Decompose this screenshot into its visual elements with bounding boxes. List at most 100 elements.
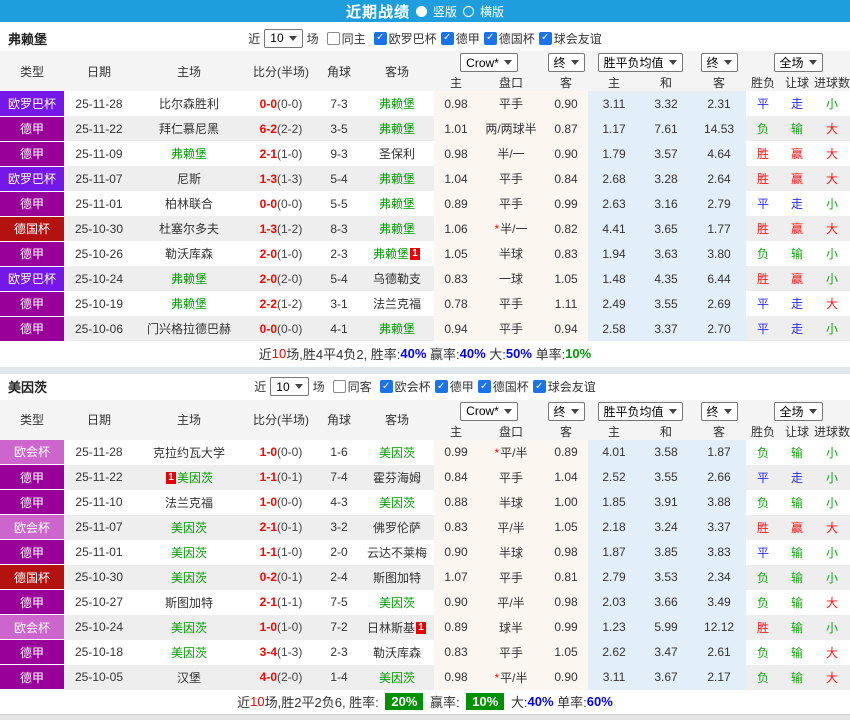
- mean-draw: 3.65: [640, 216, 693, 241]
- mean-state-select[interactable]: 终: [700, 53, 738, 72]
- mean-odds-select[interactable]: 胜平负均值: [597, 53, 683, 72]
- halftime-score: (2-0): [277, 271, 303, 286]
- mean-home: 1.79: [588, 141, 641, 166]
- away-team: 霍芬海姆: [360, 464, 434, 490]
- competition-type: 德甲: [0, 191, 64, 217]
- competition-checkbox[interactable]: ✓ 德甲: [440, 30, 480, 47]
- odds-home: 0.90: [434, 539, 478, 565]
- fulltime-score: 2-1: [259, 520, 277, 534]
- mean-state-select[interactable]: 终: [700, 401, 738, 421]
- scope-select[interactable]: 全场: [773, 53, 823, 72]
- competition-type: 德甲: [0, 539, 64, 565]
- match-date: 25-10-19: [64, 291, 134, 316]
- checkbox-unchecked-icon[interactable]: [326, 31, 340, 45]
- competition-checkbox[interactable]: ✓ 德甲: [434, 378, 474, 395]
- mean-state-value: 终: [706, 56, 719, 70]
- competition-type: 欧罗巴杯: [0, 91, 64, 117]
- summary-segment: 10: [250, 694, 265, 709]
- mean-away: 2.70: [692, 316, 747, 341]
- match-score: 2-1(0-1): [244, 514, 318, 540]
- summary-segment: 赢率:: [426, 695, 464, 710]
- team-label: 弗赖堡: [378, 222, 415, 236]
- result-handicap: 输: [780, 589, 815, 615]
- team-label: 弗赖堡: [170, 147, 207, 161]
- col-header-home: 主场: [134, 399, 244, 440]
- odds-home: 0.83: [434, 266, 478, 291]
- competition-checkbox[interactable]: ✓ 德国杯: [483, 30, 535, 47]
- handicap-text: 平/半: [500, 445, 528, 460]
- bookmaker-select[interactable]: Crow*: [460, 401, 518, 421]
- competition-checkbox[interactable]: ✓ 德国杯: [477, 378, 529, 395]
- scope-select[interactable]: 全场: [773, 401, 823, 421]
- fulltime-score: 6-2: [259, 121, 277, 136]
- handicap-text: 平/半: [500, 670, 528, 685]
- same-venue-checkbox[interactable]: 同客: [332, 378, 372, 395]
- scope-select-value: 全场: [779, 404, 804, 419]
- mean-odds-select[interactable]: 胜平负均值: [597, 401, 683, 421]
- competition-filters: ✓ 欧会杯 ✓ 德甲 ✓ 德国杯 ✓ 球会友谊: [376, 378, 596, 396]
- competition-checkbox[interactable]: ✓ 球会友谊: [538, 30, 602, 47]
- section-header: 弗赖堡 近 10 场 同主 ✓ 欧罗巴杯 ✓ 德甲 ✓ 德国杯 ✓ 球会友谊: [0, 25, 850, 51]
- fulltime-score: 2-0: [259, 271, 277, 286]
- competition-checkbox[interactable]: ✓ 球会友谊: [532, 378, 596, 395]
- odds-state-value: 终: [553, 56, 566, 70]
- layout-option-vertical[interactable]: 竖版: [432, 4, 457, 19]
- checkbox-checked-icon[interactable]: ✓: [434, 380, 448, 394]
- checkbox-checked-icon[interactable]: ✓: [532, 380, 546, 394]
- halftime-score: (1-2): [277, 296, 303, 311]
- handicap-text: 两/两球半: [485, 122, 537, 136]
- match-row: 德甲 25-11-22 拜仁慕尼黑 6-2(2-2) 3-5 弗赖堡 1.01 两/两球半 0.…: [0, 116, 850, 142]
- competition-checkbox[interactable]: ✓ 欧会杯: [379, 378, 431, 395]
- layout-option-horizontal[interactable]: 横版: [480, 4, 505, 19]
- handicap-text: 半球: [499, 247, 524, 261]
- chevron-down-icon: [723, 408, 732, 414]
- odds-state-select[interactable]: 终: [547, 53, 585, 72]
- checkbox-checked-icon[interactable]: ✓: [538, 31, 552, 45]
- checkbox-unchecked-icon[interactable]: [332, 380, 346, 393]
- competition-label: 欧罗巴杯: [388, 31, 437, 46]
- checkbox-checked-icon[interactable]: ✓: [373, 31, 387, 45]
- bookmaker-select[interactable]: Crow*: [460, 53, 518, 72]
- match-count-select[interactable]: 10: [264, 28, 303, 48]
- handicap-line: 一球: [478, 266, 545, 291]
- mean-draw: 3.63: [640, 241, 693, 266]
- result-goals: 大: [814, 291, 850, 316]
- odds-away: 0.89: [544, 439, 589, 465]
- handicap-text: 平手: [499, 172, 524, 186]
- games-label: 场: [306, 31, 319, 46]
- team-label: 斯图加特: [372, 570, 421, 585]
- col-header-mean-away: 客: [692, 74, 747, 91]
- layout-radio-horizontal-icon[interactable]: [463, 5, 474, 17]
- match-date: 25-11-01: [64, 539, 134, 565]
- same-venue-checkbox[interactable]: 同主: [326, 30, 366, 47]
- corner-score: 2-0: [318, 539, 360, 565]
- match-count-select[interactable]: 10: [270, 377, 309, 396]
- odds-away: 0.87: [544, 116, 589, 141]
- mean-away: 12.12: [692, 614, 747, 640]
- summary-segment: 大:: [485, 346, 506, 362]
- away-team: 日林斯基 1: [360, 614, 434, 640]
- competition-type: 德甲: [0, 116, 64, 142]
- checkbox-checked-icon[interactable]: ✓: [440, 31, 454, 45]
- team-label: 美因茨: [170, 645, 207, 660]
- team-section: 美因茨 近 10 场 同客 ✓ 欧会杯 ✓ 德甲 ✓ 德国杯 ✓ 球会友谊: [0, 366, 850, 714]
- odds-state-select[interactable]: 终: [547, 401, 585, 421]
- mean-draw: 3.37: [640, 316, 693, 341]
- home-team: 美因茨: [134, 639, 244, 665]
- fulltime-score: 1-0: [259, 495, 277, 509]
- handicap-text: 平手: [499, 322, 524, 336]
- team-name: 弗赖堡: [8, 31, 48, 47]
- competition-checkbox[interactable]: ✓ 欧罗巴杯: [373, 30, 437, 47]
- checkbox-checked-icon[interactable]: ✓: [477, 380, 491, 394]
- matches-table: 类型 日期 主场 比分(半场) 角球 客场 Crow* 终: [0, 399, 850, 690]
- checkbox-checked-icon[interactable]: ✓: [379, 380, 393, 394]
- layout-radio-vertical-icon[interactable]: [415, 5, 427, 17]
- summary-segment: 单率:: [531, 346, 566, 362]
- mean-state-value: 终: [706, 404, 719, 419]
- halftime-score: (1-0): [277, 246, 303, 261]
- same-venue-label: 同主: [341, 31, 366, 46]
- handicap-line: 球半: [478, 614, 545, 640]
- mean-away: 6.44: [692, 266, 747, 291]
- checkbox-checked-icon[interactable]: ✓: [483, 31, 497, 45]
- match-score: 0-0(0-0): [244, 191, 318, 216]
